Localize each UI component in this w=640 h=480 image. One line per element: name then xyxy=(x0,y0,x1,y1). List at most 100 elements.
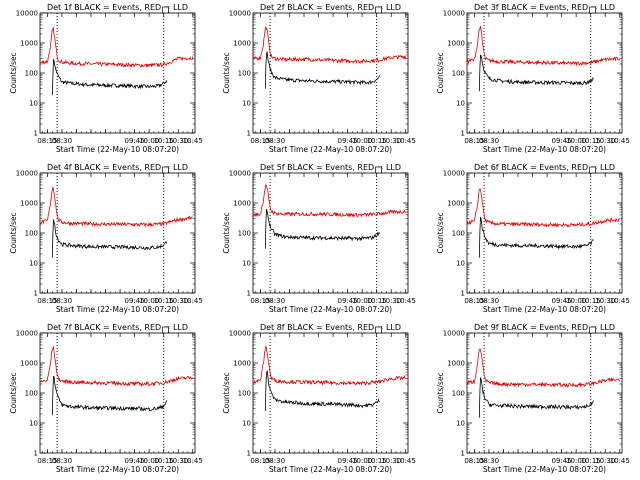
marker-box xyxy=(162,166,169,174)
chart-title: Det 9f BLACK = Events, RED = LLD xyxy=(474,323,615,332)
lld-series-line xyxy=(39,186,193,228)
marker-box xyxy=(162,326,169,334)
y-axis-label: Counts/sec xyxy=(222,212,231,253)
y-tick-label: 1000 xyxy=(447,40,465,48)
detector-chart-svg: Det 1f BLACK = Events, RED = LLD 1 10 100 10… xyxy=(9,3,203,154)
y-tick-label: 1 xyxy=(34,290,38,298)
y-tick-label: 10000 xyxy=(16,330,38,338)
y-tick-label: 100 xyxy=(452,230,465,238)
plot-frame xyxy=(466,172,623,294)
y-tick-label: 10000 xyxy=(16,10,38,18)
y-tick-label: 10000 xyxy=(229,170,251,178)
chart-title: Det 1f BLACK = Events, RED = LLD xyxy=(47,3,188,12)
y-tick-label: 10000 xyxy=(229,330,251,338)
events-series-line xyxy=(51,59,167,96)
y-tick-label: 1000 xyxy=(20,360,38,368)
x-tick-label: 08:15 xyxy=(250,137,270,145)
events-series-line xyxy=(478,376,594,418)
y-tick-label: 1000 xyxy=(447,360,465,368)
x-axis-label: Start Time (22-May-10 08:07:20) xyxy=(269,305,392,314)
y-tick-label: 1000 xyxy=(233,360,251,368)
y-tick-label: 10000 xyxy=(229,10,251,18)
y-axis-label: Counts/sec xyxy=(436,212,445,253)
x-tick-label: 10:30 xyxy=(381,137,401,145)
y-tick-label: 10000 xyxy=(443,330,465,338)
y-tick-label: 1 xyxy=(247,290,251,298)
x-tick-label: 10:15 xyxy=(367,137,387,145)
x-tick-label: 10:15 xyxy=(367,297,387,305)
y-tick-label: 10 xyxy=(242,420,251,428)
x-tick-label: 09:45 xyxy=(338,137,358,145)
y-tick-label: 10000 xyxy=(16,170,38,178)
detector-chart-svg: Det 6f BLACK = Events, RED = LLD 1 10 100 10… xyxy=(436,163,630,314)
x-tick-label: 10:45 xyxy=(183,457,203,465)
x-tick-label: 10:45 xyxy=(396,137,416,145)
x-tick-label: 10:30 xyxy=(595,457,615,465)
lld-series-line xyxy=(252,26,407,65)
y-tick-label: 1000 xyxy=(20,40,38,48)
plot-frame xyxy=(39,332,196,454)
x-tick-label: 10:00 xyxy=(566,137,586,145)
events-series-line xyxy=(264,51,380,89)
lld-series-line xyxy=(466,25,621,67)
y-tick-label: 100 xyxy=(238,70,251,78)
events-series-line xyxy=(51,219,167,258)
chart-title: Det 4f BLACK = Events, RED = LLD xyxy=(47,163,188,172)
x-tick-label: 10:15 xyxy=(581,457,601,465)
x-tick-label: 08:30 xyxy=(479,297,499,305)
x-tick-label: 10:00 xyxy=(139,457,159,465)
x-tick-label: 10:45 xyxy=(610,457,630,465)
y-tick-label: 100 xyxy=(25,390,38,398)
y-tick-label: 1 xyxy=(34,450,38,458)
y-tick-label: 10 xyxy=(242,260,251,268)
x-axis-label: Start Time (22-May-10 08:07:20) xyxy=(269,145,392,154)
y-tick-label: 1 xyxy=(461,450,465,458)
y-tick-label: 1000 xyxy=(233,200,251,208)
marker-box xyxy=(589,6,596,14)
y-tick-label: 1 xyxy=(247,130,251,138)
detector-chart-svg: Det 4f BLACK = Events, RED = LLD 1 10 100 10… xyxy=(9,163,203,314)
y-axis-label: Counts/sec xyxy=(436,372,445,413)
y-tick-label: 10 xyxy=(29,100,38,108)
events-series-line xyxy=(478,54,594,92)
x-tick-label: 10:00 xyxy=(566,297,586,305)
x-tick-label: 08:15 xyxy=(464,457,484,465)
plot-frame xyxy=(466,12,623,134)
x-tick-label: 08:30 xyxy=(479,137,499,145)
x-tick-label: 08:15 xyxy=(37,297,57,305)
x-tick-label: 10:45 xyxy=(183,297,203,305)
x-tick-label: 08:15 xyxy=(464,297,484,305)
y-tick-label: 10 xyxy=(456,260,465,268)
x-tick-label: 10:30 xyxy=(381,297,401,305)
y-tick-label: 1 xyxy=(461,130,465,138)
x-axis-label: Start Time (22-May-10 08:07:20) xyxy=(56,145,179,154)
x-tick-label: 08:15 xyxy=(37,137,57,145)
x-tick-label: 10:30 xyxy=(381,457,401,465)
x-tick-label: 10:30 xyxy=(168,457,188,465)
x-tick-label: 10:00 xyxy=(352,457,372,465)
y-tick-label: 1 xyxy=(34,130,38,138)
detector-chart-svg: Det 8f BLACK = Events, RED = LLD 1 10 100 10… xyxy=(222,323,416,474)
x-tick-label: 08:30 xyxy=(265,457,285,465)
x-tick-label: 08:15 xyxy=(250,297,270,305)
y-tick-label: 1 xyxy=(461,290,465,298)
x-tick-label: 08:30 xyxy=(52,457,72,465)
x-axis-label: Start Time (22-May-10 08:07:20) xyxy=(483,145,606,154)
x-tick-label: 10:45 xyxy=(396,457,416,465)
events-series-line xyxy=(478,216,594,258)
lld-series-line xyxy=(466,348,621,388)
x-tick-label: 09:45 xyxy=(338,297,358,305)
y-tick-label: 100 xyxy=(452,390,465,398)
x-tick-label: 10:45 xyxy=(610,297,630,305)
y-tick-label: 100 xyxy=(238,230,251,238)
y-tick-label: 10000 xyxy=(443,10,465,18)
x-tick-label: 08:30 xyxy=(52,137,72,145)
y-tick-label: 100 xyxy=(452,70,465,78)
events-series-line xyxy=(264,209,380,249)
y-tick-label: 100 xyxy=(238,390,251,398)
y-tick-label: 1000 xyxy=(233,40,251,48)
x-tick-label: 08:30 xyxy=(52,297,72,305)
x-tick-label: 08:30 xyxy=(479,457,499,465)
marker-box xyxy=(375,6,382,14)
